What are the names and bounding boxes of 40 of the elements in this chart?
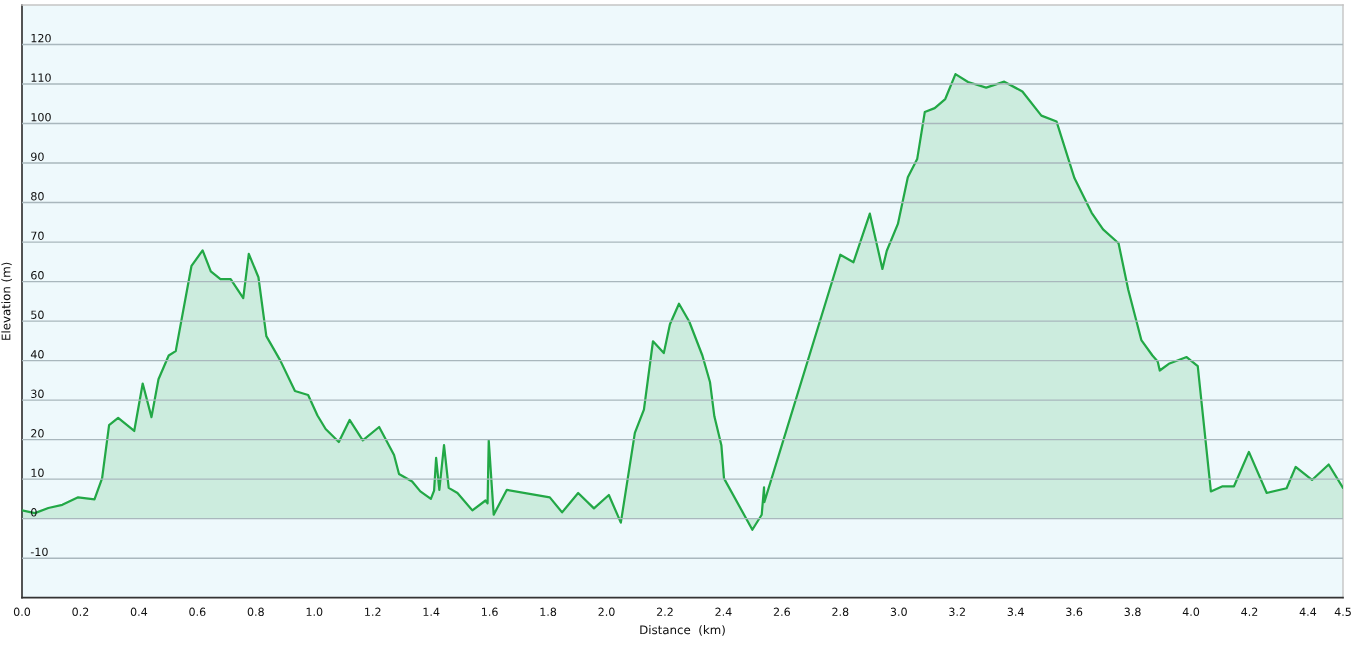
y-tick-label: -10 [30, 547, 48, 557]
y-tick-label: 70 [31, 231, 44, 240]
x-tick-label: 1.4 [423, 607, 440, 616]
y-tick-label: 110 [31, 73, 51, 82]
x-tick-label: 4.0 [1182, 607, 1200, 617]
y-tick-label: 20 [31, 429, 44, 438]
y-tick-label: 10 [31, 468, 44, 478]
y-tick-label: 60 [31, 271, 44, 280]
x-tick-label: 1.2 [365, 607, 381, 616]
x-tick-label: 2.0 [598, 607, 615, 617]
x-axis-title: Distance (km) [640, 625, 725, 636]
y-tick-label: 0 [31, 508, 37, 517]
y-tick-label: 30 [31, 389, 44, 398]
x-tick-label: 3.2 [949, 607, 965, 617]
x-tick-label: 1.6 [482, 607, 498, 617]
y-tick-label: 50 [31, 310, 44, 319]
x-tick-label: 0.8 [247, 607, 264, 617]
y-tick-label: 100 [31, 112, 51, 122]
y-tick-label: 90 [31, 152, 44, 161]
x-tick-label: 3.0 [890, 607, 907, 617]
y-tick-label: 80 [31, 192, 44, 201]
x-tick-label: 2.8 [832, 607, 849, 617]
x-tick-label: 3.4 [1007, 607, 1024, 617]
x-tick-label: 0.2 [72, 607, 89, 617]
x-tick-label: 4.5 [1334, 607, 1351, 617]
x-tick-label: 0.6 [189, 607, 206, 617]
x-tick-label: 4.4 [1299, 607, 1317, 616]
y-tick-label: 40 [30, 350, 44, 359]
x-tick-label: 0.4 [130, 607, 148, 617]
x-tick-label: 0.0 [13, 607, 31, 617]
x-tick-label: 1.8 [540, 607, 557, 617]
y-tick-label: 120 [31, 33, 51, 43]
x-tick-label: 2.2 [656, 607, 673, 616]
x-tick-label: 3.8 [1124, 607, 1141, 617]
x-tick-label: 2.6 [773, 607, 790, 617]
x-tick-label: 2.4 [715, 607, 732, 616]
y-axis-title: Elevation (m) [1, 262, 12, 340]
x-tick-label: 4.2 [1241, 607, 1258, 616]
x-tick-label: 3.6 [1066, 607, 1083, 617]
x-tick-label: 1.0 [306, 607, 323, 617]
